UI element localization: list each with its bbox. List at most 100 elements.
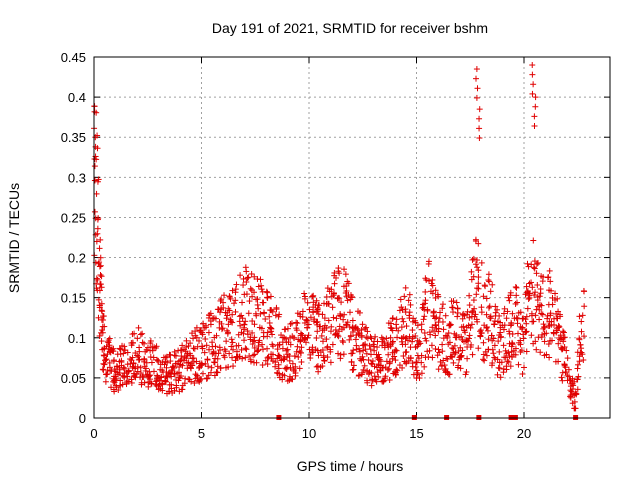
data-point: [342, 271, 349, 278]
data-point: [228, 343, 235, 350]
data-point: [264, 333, 271, 340]
data-point: [324, 354, 331, 361]
data-point: [349, 293, 356, 300]
data-point: [512, 300, 519, 307]
data-point: [372, 333, 379, 340]
data-point: [418, 326, 425, 333]
data-point: [404, 337, 411, 344]
data-point: [573, 391, 580, 398]
data-point: [255, 305, 262, 312]
data-point: [136, 348, 143, 355]
data-point: [363, 324, 370, 331]
data-point: [558, 374, 565, 381]
data-point: [444, 333, 451, 340]
data-point: [340, 316, 347, 323]
data-point: [251, 273, 258, 280]
data-point: [325, 317, 332, 324]
data-point: [251, 321, 258, 328]
data-point: [278, 332, 285, 339]
data-point: [546, 354, 553, 361]
data-point: [276, 341, 283, 348]
data-point: [576, 313, 583, 320]
data-point: [389, 315, 396, 322]
data-point: [576, 358, 583, 365]
data-point: [432, 321, 439, 328]
data-point: [476, 125, 483, 132]
data-point: [207, 310, 214, 317]
data-point: [182, 348, 189, 355]
data-point: [531, 122, 538, 129]
data-point: [451, 350, 458, 357]
data-point: [443, 368, 450, 375]
data-point: [358, 326, 365, 333]
data-point: [454, 309, 461, 316]
data-point: [247, 285, 254, 292]
data-point: [457, 344, 464, 351]
data-point: [505, 359, 512, 366]
data-point: [113, 375, 120, 382]
data-point: [275, 365, 282, 372]
data-point: [472, 311, 479, 318]
data-point: [313, 335, 320, 342]
data-point: [491, 342, 498, 349]
data-point: [283, 347, 290, 354]
data-point: [473, 257, 480, 264]
data-point: [458, 353, 465, 360]
data-point: [337, 313, 344, 320]
data-point: [443, 355, 450, 362]
data-point: [420, 316, 427, 323]
data-point: [555, 358, 562, 365]
data-point: [179, 386, 186, 393]
data-point: [319, 327, 326, 334]
data-point: [269, 351, 276, 358]
data-point: [264, 354, 271, 361]
data-point: [579, 312, 586, 319]
data-point: [115, 371, 122, 378]
data-point: [340, 351, 347, 358]
data-point: [378, 334, 385, 341]
data-point: [400, 318, 407, 325]
data-point: [120, 350, 127, 357]
data-point: [506, 297, 513, 304]
data-point: [530, 81, 537, 88]
data-point: [409, 327, 416, 334]
data-point: [242, 345, 249, 352]
data-point: [223, 315, 230, 322]
y-tick-label: 0.1: [68, 331, 86, 346]
data-point: [286, 357, 293, 364]
data-point: [356, 348, 363, 355]
data-point: [574, 376, 581, 383]
data-point: [383, 358, 390, 365]
data-point: [134, 368, 141, 375]
data-point: [193, 334, 200, 341]
data-point: [447, 321, 454, 328]
data-point: [386, 376, 393, 383]
data-point: [412, 363, 419, 370]
data-point: [551, 297, 558, 304]
data-point: [485, 304, 492, 311]
data-point: [212, 315, 219, 322]
data-point: [192, 328, 199, 335]
data-point: [487, 288, 494, 295]
data-point: [167, 358, 174, 365]
y-tick-label: 0: [79, 411, 86, 426]
data-point: [205, 329, 212, 336]
data-point: [164, 359, 171, 366]
data-point: [389, 338, 396, 345]
data-point: [309, 344, 316, 351]
data-point: [190, 335, 197, 342]
data-point: [259, 362, 266, 369]
data-point: [559, 377, 566, 384]
data-point: [365, 357, 372, 364]
data-point: [98, 307, 105, 314]
data-point: [148, 359, 155, 366]
data-point: [402, 349, 409, 356]
data-point: [349, 317, 356, 324]
data-point: [474, 264, 481, 271]
data-point: [394, 334, 401, 341]
data-point: [258, 286, 265, 293]
data-point: [515, 330, 522, 337]
data-point: [331, 280, 338, 287]
data-point: [485, 271, 492, 278]
data-point: [468, 341, 475, 348]
